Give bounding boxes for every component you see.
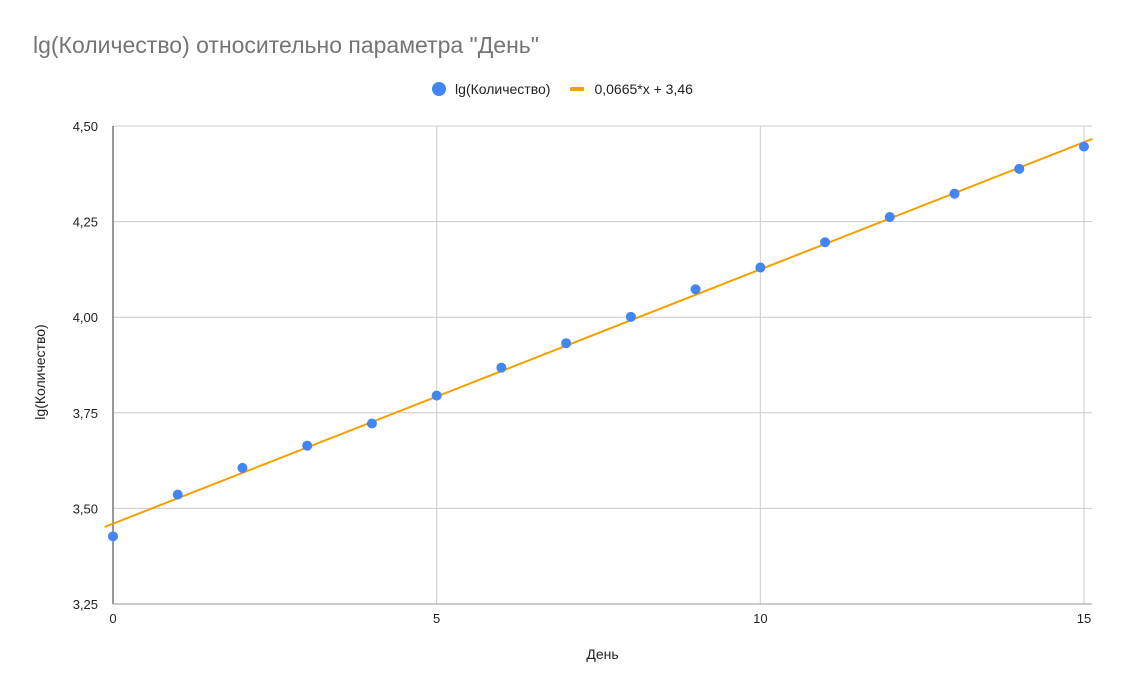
y-tick-label: 4,25	[73, 215, 98, 230]
data-point	[237, 462, 248, 473]
data-point	[1014, 163, 1025, 174]
y-tick-label: 3,75	[73, 406, 98, 421]
gridlines	[113, 125, 1092, 605]
y-tick-label: 3,25	[73, 597, 98, 612]
data-point	[755, 262, 766, 273]
axis-labels: 3,25 3,50 3,75 4,00 4,25 4,50 0 5 10 15 День lg(Кол…	[32, 119, 1091, 662]
chart-title: lg(Количество) относительно параметра "Д…	[33, 32, 539, 58]
y-tick-label: 4,00	[73, 310, 98, 325]
legend-label-points: lg(Количество)	[455, 81, 551, 97]
data-point	[172, 489, 183, 500]
x-tick-label: 15	[1077, 611, 1091, 626]
data-point	[302, 440, 313, 451]
x-tick-label: 5	[433, 611, 440, 626]
data-point	[366, 418, 377, 429]
data-point	[690, 284, 701, 295]
data-point	[625, 311, 636, 322]
data-point	[431, 390, 442, 401]
legend-item-points[interactable]: lg(Количество)	[432, 81, 550, 97]
data-point	[561, 338, 572, 349]
trendline-layer	[104, 138, 1093, 528]
legend-marker-trendline	[570, 87, 585, 91]
data-point	[1079, 141, 1089, 152]
y-axis-title: lg(Количество)	[32, 324, 48, 419]
x-axis-title: День	[586, 646, 618, 662]
legend-item-trendline[interactable]: 0,0665*x + 3,46	[570, 81, 693, 97]
y-tick-label: 4,50	[73, 119, 98, 134]
x-tick-label: 10	[753, 611, 767, 626]
data-point	[108, 531, 118, 542]
legend-label-trendline: 0,0665*x + 3,46	[594, 81, 693, 97]
x-tick-label: 0	[109, 611, 116, 626]
data-point	[820, 237, 831, 248]
data-point	[496, 362, 507, 373]
data-point	[949, 188, 960, 199]
data-points	[108, 141, 1089, 542]
legend-marker-points	[432, 82, 447, 96]
trendline	[104, 138, 1093, 528]
data-point	[884, 212, 895, 223]
y-tick-label: 3,50	[73, 501, 98, 516]
legend: lg(Количество) 0,0665*x + 3,46	[0, 79, 1125, 99]
